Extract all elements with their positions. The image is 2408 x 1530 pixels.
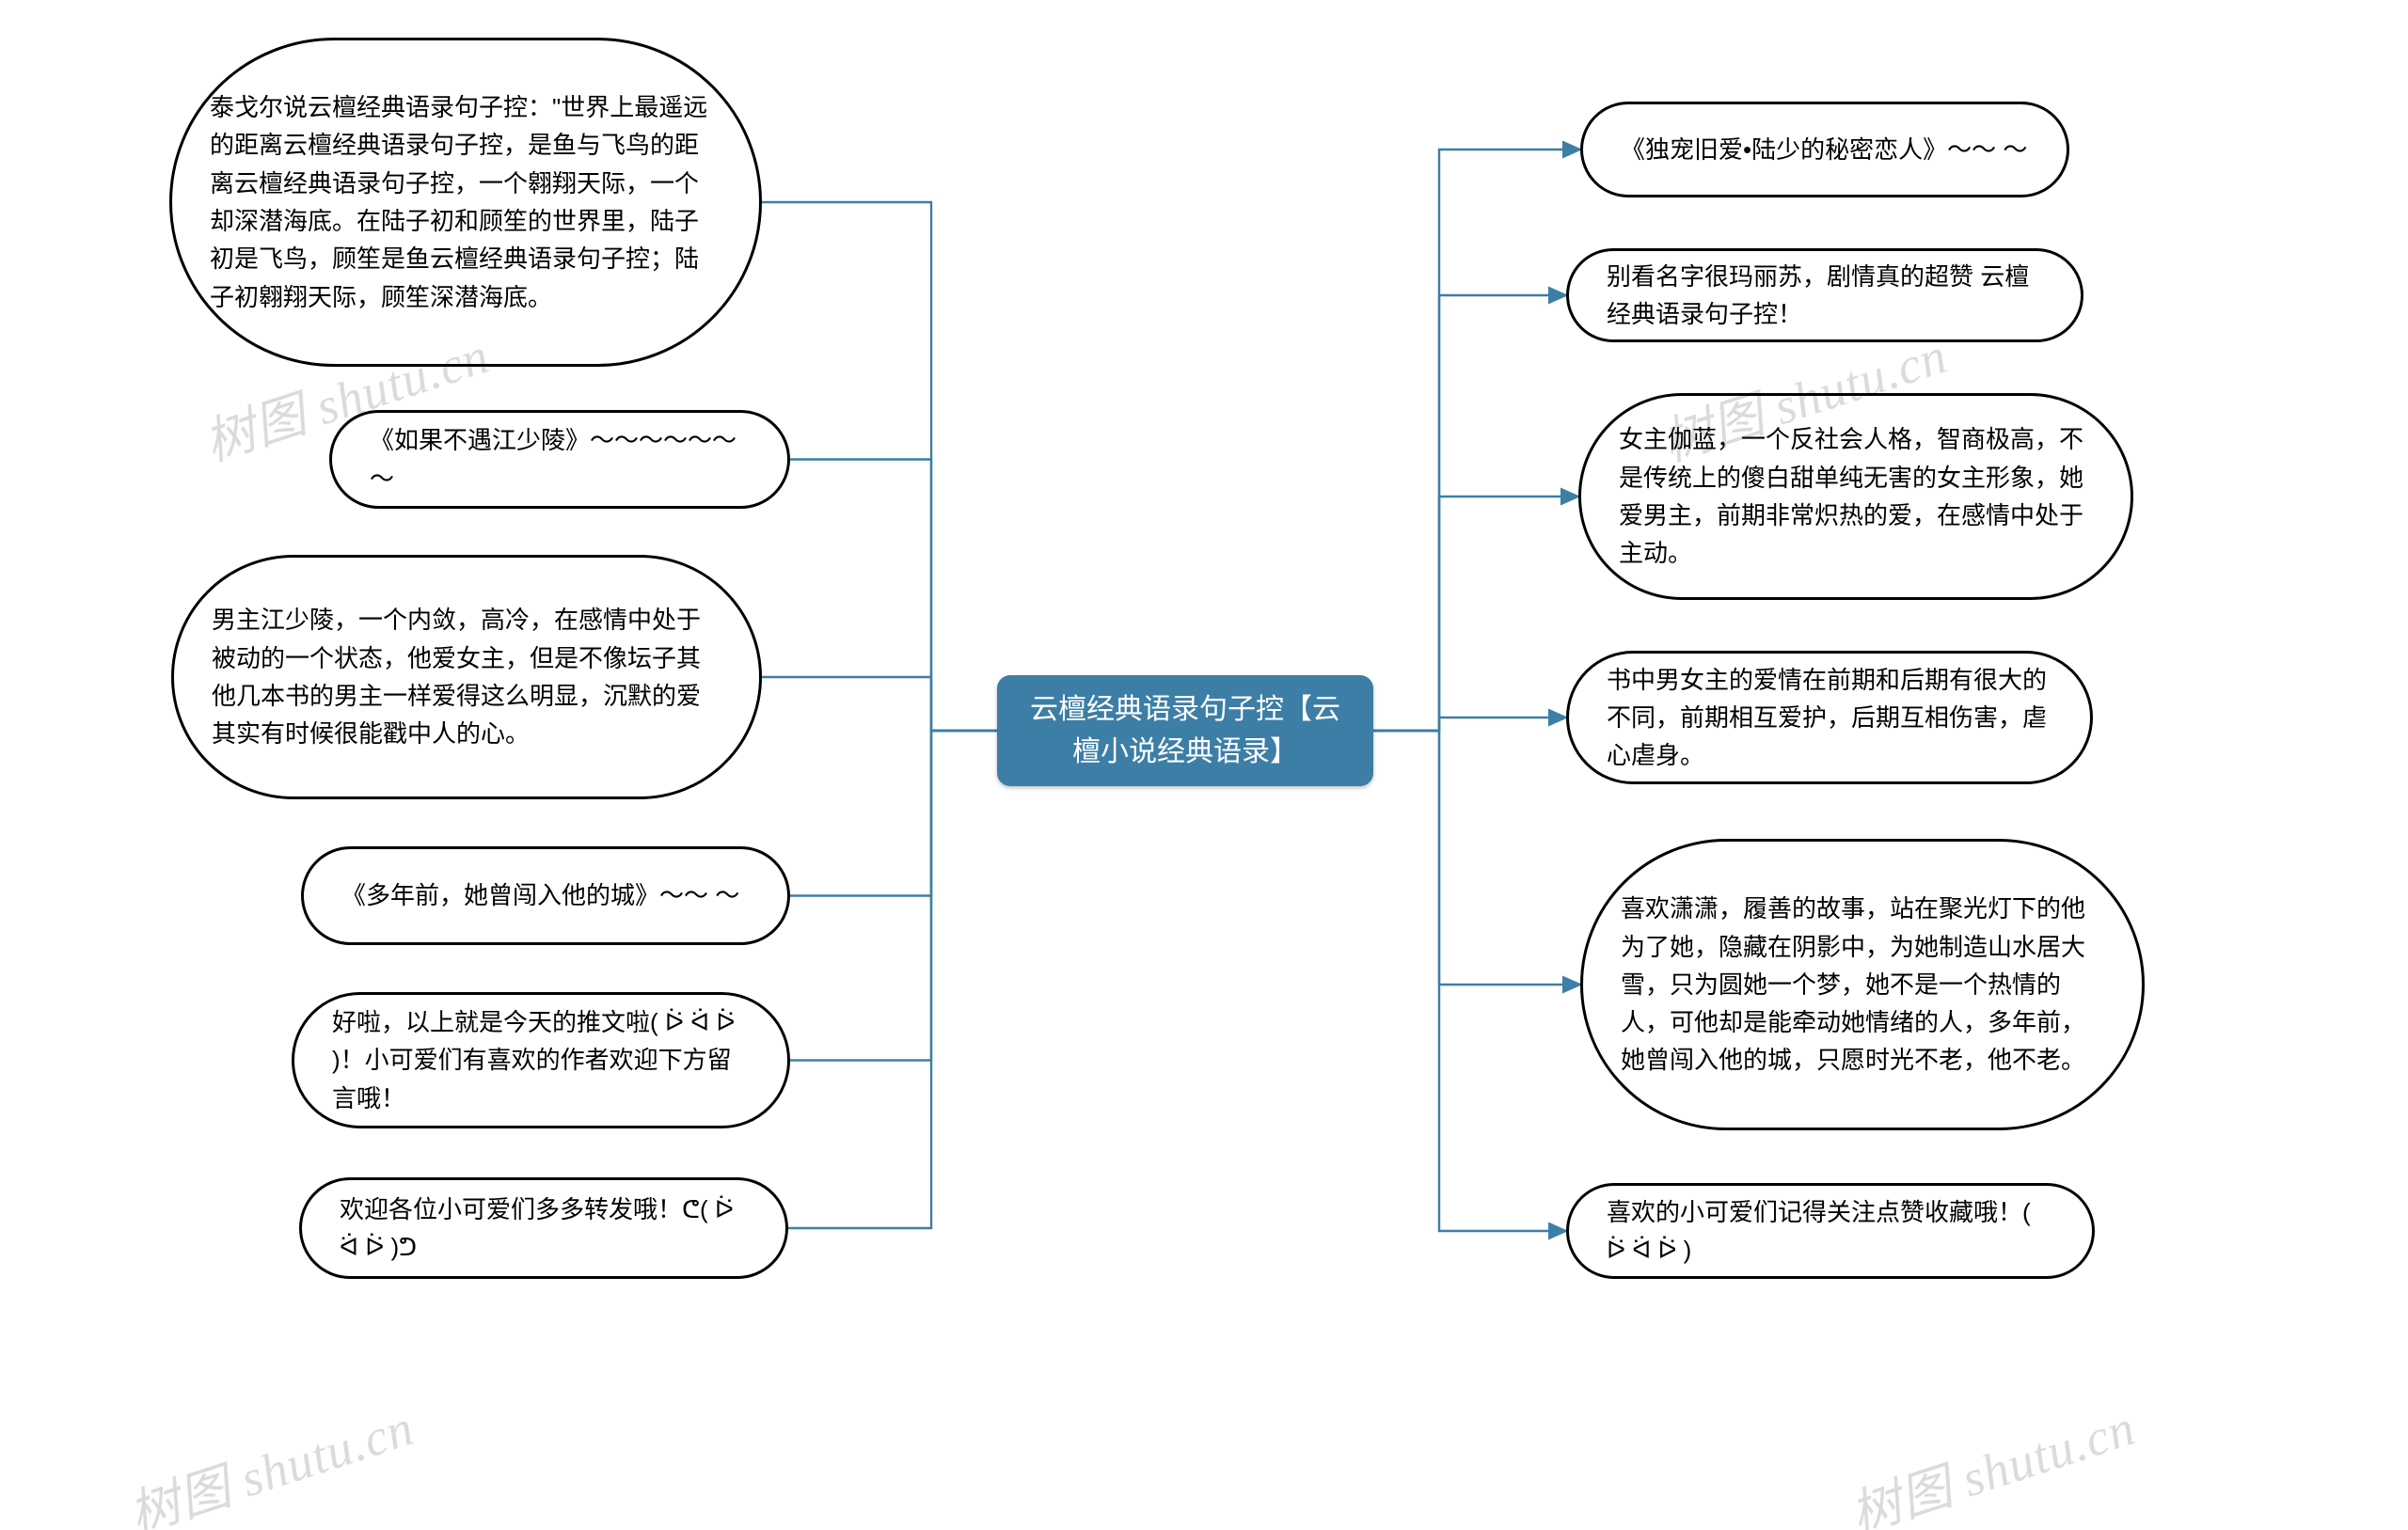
- node-text: 别看名字很玛丽苏，剧情真的超赞 云檀经典语录句子控！: [1607, 258, 2043, 334]
- node-text: 书中男女主的爱情在前期和后期有很大的不同，前期相互爱护，后期互相伤害，虐心虐身。: [1607, 661, 2052, 775]
- node-text: 《多年前，她曾闯入他的城》～～ ～: [341, 876, 750, 914]
- left-node[interactable]: 好啦，以上就是今天的推文啦( ᐖ ᐛ ᐖ )！小可爱们有喜欢的作者欢迎下方留言哦…: [292, 992, 790, 1128]
- right-node[interactable]: 书中男女主的爱情在前期和后期有很大的不同，前期相互爱护，后期互相伤害，虐心虐身。: [1566, 651, 2093, 784]
- right-node[interactable]: 女主伽蓝，一个反社会人格，智商极高，不是传统上的傻白甜单纯无害的女主形象，她爱男…: [1578, 393, 2133, 600]
- right-node[interactable]: 《独宠旧爱•陆少的秘密恋人》～～ ～: [1580, 102, 2069, 197]
- right-node[interactable]: 喜欢潇潇，履善的故事，站在聚光灯下的他为了她，隐藏在阴影中，为她制造山水居大雪，…: [1580, 839, 2145, 1130]
- left-node[interactable]: 泰戈尔说云檀经典语录句子控："世界上最遥远的距离云檀经典语录句子控，是鱼与飞鸟的…: [169, 38, 762, 367]
- left-node[interactable]: 欢迎各位小可爱们多多转发哦！ᕦ( ᐖ ᐛ ᐖ )ᕤ: [299, 1177, 788, 1279]
- left-node[interactable]: 《多年前，她曾闯入他的城》～～ ～: [301, 846, 790, 945]
- node-text: 《独宠旧爱•陆少的秘密恋人》～～ ～: [1621, 131, 2029, 168]
- node-text: 泰戈尔说云檀经典语录句子控："世界上最遥远的距离云檀经典语录句子控，是鱼与飞鸟的…: [210, 88, 721, 316]
- right-node[interactable]: 喜欢的小可爱们记得关注点赞收藏哦！( ᐖ ᐛ ᐖ ): [1566, 1183, 2095, 1279]
- mindmap-canvas: 云檀经典语录句子控【云 檀小说经典语录】 泰戈尔说云檀经典语录句子控："世界上最…: [0, 0, 2408, 1530]
- node-text: 喜欢的小可爱们记得关注点赞收藏哦！( ᐖ ᐛ ᐖ ): [1607, 1193, 2054, 1270]
- left-node[interactable]: 《如果不遇江少陵》～～～～～～ ～: [329, 410, 790, 509]
- node-text: 喜欢潇潇，履善的故事，站在聚光灯下的他为了她，隐藏在阴影中，为她制造山水居大雪，…: [1621, 890, 2104, 1079]
- watermark: 树图 shutu.cn: [118, 1385, 421, 1530]
- center-node[interactable]: 云檀经典语录句子控【云 檀小说经典语录】: [997, 675, 1373, 786]
- node-text: 男主江少陵，一个内敛，高冷，在感情中处于被动的一个状态，他爱女主，但是不像坛子其…: [212, 601, 721, 752]
- node-text: 《如果不遇江少陵》～～～～～～ ～: [370, 421, 750, 497]
- center-node-label: 云檀经典语录句子控【云 檀小说经典语录】: [1018, 688, 1353, 773]
- node-text: 好啦，以上就是今天的推文啦( ᐖ ᐛ ᐖ )！小可爱们有喜欢的作者欢迎下方留言哦…: [332, 1003, 750, 1117]
- node-text: 欢迎各位小可爱们多多转发哦！ᕦ( ᐖ ᐛ ᐖ )ᕤ: [340, 1191, 748, 1267]
- watermark: 树图 shutu.cn: [1839, 1385, 2143, 1530]
- node-text: 女主伽蓝，一个反社会人格，智商极高，不是传统上的傻白甜单纯无害的女主形象，她爱男…: [1619, 420, 2093, 572]
- left-node[interactable]: 男主江少陵，一个内敛，高冷，在感情中处于被动的一个状态，他爱女主，但是不像坛子其…: [171, 555, 762, 799]
- right-node[interactable]: 别看名字很玛丽苏，剧情真的超赞 云檀经典语录句子控！: [1566, 248, 2083, 342]
